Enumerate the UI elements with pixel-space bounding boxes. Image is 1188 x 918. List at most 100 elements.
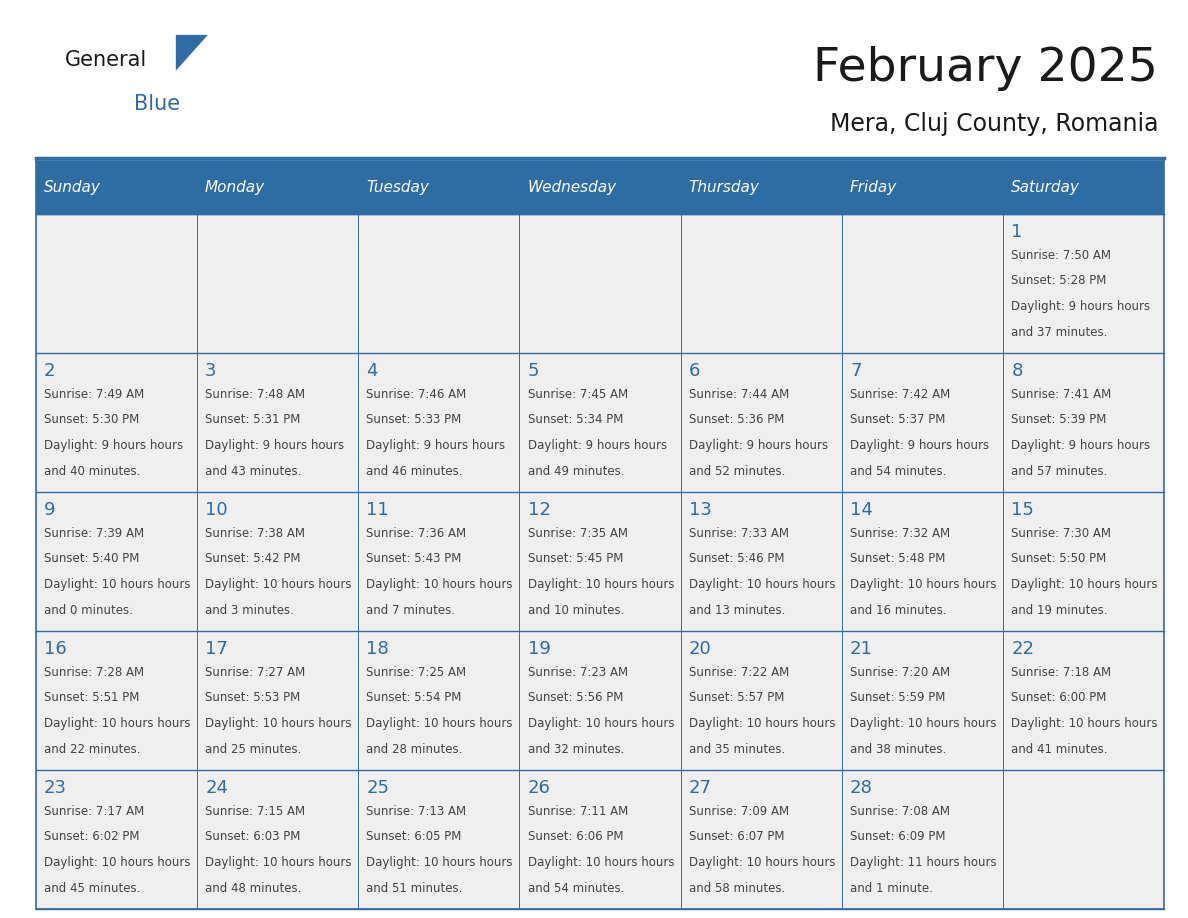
Bar (197, 161, 358, 214)
Text: Sunrise: 7:35 AM: Sunrise: 7:35 AM (527, 527, 627, 540)
Text: and 16 minutes.: and 16 minutes. (851, 604, 947, 617)
Text: 1: 1 (1011, 223, 1023, 241)
Text: and 3 minutes.: and 3 minutes. (206, 604, 295, 617)
Text: 11: 11 (366, 501, 390, 519)
Text: Sunset: 5:54 PM: Sunset: 5:54 PM (366, 691, 462, 704)
Text: Sunrise: 7:32 AM: Sunrise: 7:32 AM (851, 527, 950, 540)
Text: Sunset: 6:05 PM: Sunset: 6:05 PM (366, 831, 462, 844)
Text: Sunset: 5:33 PM: Sunset: 5:33 PM (366, 413, 462, 427)
Text: and 54 minutes.: and 54 minutes. (527, 882, 624, 895)
Text: Daylight: 11 hours hours: Daylight: 11 hours hours (851, 856, 997, 869)
Text: and 45 minutes.: and 45 minutes. (44, 882, 140, 895)
Text: Sunrise: 7:36 AM: Sunrise: 7:36 AM (366, 527, 467, 540)
Text: Sunset: 5:46 PM: Sunset: 5:46 PM (689, 553, 784, 565)
Text: Blue: Blue (134, 94, 181, 114)
Text: Sunrise: 7:42 AM: Sunrise: 7:42 AM (851, 387, 950, 401)
Bar (197, 770, 358, 909)
Text: Tuesday: Tuesday (366, 180, 429, 195)
Text: Daylight: 10 hours hours: Daylight: 10 hours hours (206, 856, 352, 869)
Bar (197, 353, 358, 492)
Text: February 2025: February 2025 (814, 46, 1158, 92)
Bar (36, 161, 197, 214)
Bar (358, 492, 519, 631)
Bar (519, 214, 681, 353)
Text: Daylight: 9 hours hours: Daylight: 9 hours hours (527, 439, 666, 453)
Text: Sunrise: 7:08 AM: Sunrise: 7:08 AM (851, 805, 950, 818)
Text: Daylight: 10 hours hours: Daylight: 10 hours hours (366, 717, 513, 730)
Text: and 22 minutes.: and 22 minutes. (44, 743, 140, 756)
Text: Daylight: 10 hours hours: Daylight: 10 hours hours (689, 578, 835, 591)
Text: Monday: Monday (204, 180, 265, 195)
Text: Sunset: 5:39 PM: Sunset: 5:39 PM (1011, 413, 1107, 427)
Text: Sunrise: 7:23 AM: Sunrise: 7:23 AM (527, 666, 627, 678)
Text: Sunday: Sunday (44, 180, 101, 195)
Text: Sunset: 6:03 PM: Sunset: 6:03 PM (206, 831, 301, 844)
Bar (197, 492, 358, 631)
Text: Sunrise: 7:50 AM: Sunrise: 7:50 AM (1011, 249, 1111, 262)
Bar (519, 161, 681, 214)
Text: 23: 23 (44, 779, 67, 797)
Text: Sunrise: 7:49 AM: Sunrise: 7:49 AM (44, 387, 144, 401)
Text: Thursday: Thursday (689, 180, 759, 195)
Bar (358, 353, 519, 492)
Bar (1003, 631, 1164, 770)
Text: Sunrise: 7:20 AM: Sunrise: 7:20 AM (851, 666, 950, 678)
Text: Sunset: 5:40 PM: Sunset: 5:40 PM (44, 553, 139, 565)
Text: and 13 minutes.: and 13 minutes. (689, 604, 785, 617)
Text: 17: 17 (206, 640, 228, 658)
Text: and 32 minutes.: and 32 minutes. (527, 743, 624, 756)
Text: Daylight: 9 hours hours: Daylight: 9 hours hours (689, 439, 828, 453)
Text: and 28 minutes.: and 28 minutes. (366, 743, 463, 756)
Bar (842, 353, 1003, 492)
Text: and 37 minutes.: and 37 minutes. (1011, 326, 1107, 339)
Text: Sunset: 5:53 PM: Sunset: 5:53 PM (206, 691, 301, 704)
Text: Sunset: 6:09 PM: Sunset: 6:09 PM (851, 831, 946, 844)
Text: Daylight: 10 hours hours: Daylight: 10 hours hours (527, 856, 674, 869)
Text: Sunrise: 7:09 AM: Sunrise: 7:09 AM (689, 805, 789, 818)
Text: Daylight: 10 hours hours: Daylight: 10 hours hours (1011, 717, 1158, 730)
Bar (197, 214, 358, 353)
Text: Sunrise: 7:28 AM: Sunrise: 7:28 AM (44, 666, 144, 678)
Text: Daylight: 10 hours hours: Daylight: 10 hours hours (366, 578, 513, 591)
Text: Sunset: 5:48 PM: Sunset: 5:48 PM (851, 553, 946, 565)
Text: 24: 24 (206, 779, 228, 797)
Text: 8: 8 (1011, 362, 1023, 380)
Bar (842, 214, 1003, 353)
Text: and 1 minute.: and 1 minute. (851, 882, 933, 895)
Bar (681, 161, 842, 214)
Text: 21: 21 (851, 640, 873, 658)
Text: Daylight: 10 hours hours: Daylight: 10 hours hours (366, 856, 513, 869)
Text: Sunset: 5:51 PM: Sunset: 5:51 PM (44, 691, 139, 704)
Text: and 25 minutes.: and 25 minutes. (206, 743, 302, 756)
Text: 28: 28 (851, 779, 873, 797)
Text: Sunset: 5:56 PM: Sunset: 5:56 PM (527, 691, 623, 704)
Text: Sunrise: 7:22 AM: Sunrise: 7:22 AM (689, 666, 789, 678)
Text: Sunrise: 7:33 AM: Sunrise: 7:33 AM (689, 527, 789, 540)
Text: Saturday: Saturday (1011, 180, 1080, 195)
Text: Sunset: 5:30 PM: Sunset: 5:30 PM (44, 413, 139, 427)
Text: Daylight: 10 hours hours: Daylight: 10 hours hours (689, 717, 835, 730)
Text: Sunset: 6:02 PM: Sunset: 6:02 PM (44, 831, 139, 844)
Text: and 0 minutes.: and 0 minutes. (44, 604, 133, 617)
Text: Sunrise: 7:11 AM: Sunrise: 7:11 AM (527, 805, 628, 818)
Bar (1003, 492, 1164, 631)
Text: Sunrise: 7:38 AM: Sunrise: 7:38 AM (206, 527, 305, 540)
Text: 20: 20 (689, 640, 712, 658)
Text: and 57 minutes.: and 57 minutes. (1011, 465, 1107, 478)
Text: and 38 minutes.: and 38 minutes. (851, 743, 947, 756)
Bar (681, 770, 842, 909)
Text: Sunset: 5:28 PM: Sunset: 5:28 PM (1011, 274, 1107, 287)
Text: Sunset: 5:57 PM: Sunset: 5:57 PM (689, 691, 784, 704)
Text: Sunset: 6:00 PM: Sunset: 6:00 PM (1011, 691, 1107, 704)
Bar (1003, 770, 1164, 909)
Bar (681, 353, 842, 492)
Bar (519, 492, 681, 631)
Text: Sunrise: 7:13 AM: Sunrise: 7:13 AM (366, 805, 467, 818)
Text: Sunset: 6:06 PM: Sunset: 6:06 PM (527, 831, 624, 844)
Text: Sunrise: 7:15 AM: Sunrise: 7:15 AM (206, 805, 305, 818)
Text: Sunrise: 7:27 AM: Sunrise: 7:27 AM (206, 666, 305, 678)
Bar (36, 631, 197, 770)
Bar (681, 214, 842, 353)
Text: Daylight: 10 hours hours: Daylight: 10 hours hours (44, 717, 190, 730)
Text: Sunset: 5:42 PM: Sunset: 5:42 PM (206, 553, 301, 565)
